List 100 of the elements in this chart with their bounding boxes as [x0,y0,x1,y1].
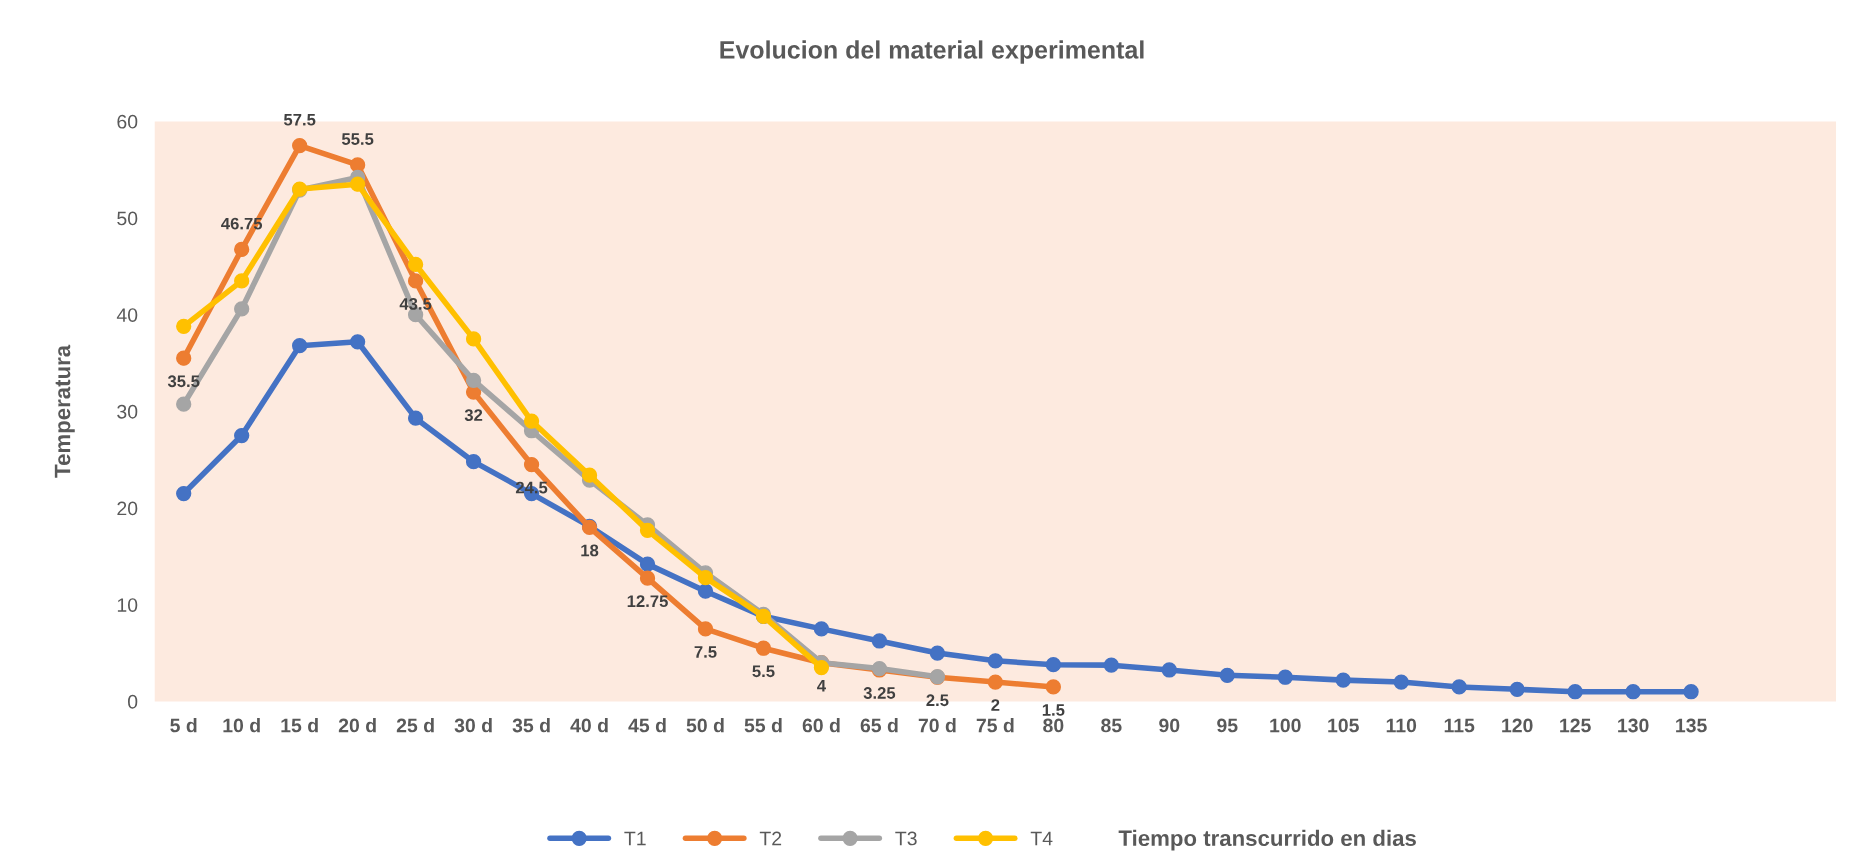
point [1103,657,1119,673]
x-tick-label: 55 d [744,718,782,733]
x-tick-label: 70 d [918,718,956,733]
x-tick-label: 95 [1217,718,1238,733]
data-label: 35.5 [167,375,200,388]
point [639,556,656,572]
x-tick-label: 105 [1328,718,1359,733]
point [234,273,250,289]
point [176,350,192,366]
point [987,653,1004,669]
data-label: 12.75 [627,595,668,608]
point [581,467,598,483]
point [1277,669,1293,685]
x-tick-label: 25 d [396,718,434,733]
point [349,334,366,350]
data-label: 1.5 [1042,704,1065,716]
chart-title: Evolucion del material experimental [720,40,1144,64]
x-tick-label: 80 [1043,718,1064,733]
data-label: 24.5 [515,481,548,494]
x-tick-label: 130 [1618,718,1649,733]
x-tick-label: 50 d [686,718,724,733]
x-tick-label: 40 d [570,718,608,733]
data-label: 3.25 [863,687,896,699]
point [697,621,714,637]
y-tick-label: 30 [117,404,138,419]
point [813,659,830,676]
point [1161,662,1177,678]
y-tick-label: 0 [127,694,138,709]
point [1335,672,1351,688]
y-tick-label: 50 [117,211,138,226]
y-tick-label: 20 [117,501,138,516]
data-label: 55.5 [341,133,374,145]
point [234,427,250,444]
data-label: 2 [991,699,1000,711]
legend-label: T1 [624,831,646,846]
x-tick-label: 75 d [976,718,1014,733]
data-label: 7.5 [694,646,717,658]
x-tick-label: 120 [1502,718,1533,733]
x-tick-label: 10 d [223,718,260,733]
point [176,318,192,334]
x-tick-label: 30 d [454,718,492,733]
point [349,176,366,192]
point [1045,657,1061,673]
point [1219,667,1235,683]
x-tick-label: 60 d [802,718,840,733]
point [929,645,946,661]
point [407,256,424,273]
point [697,570,714,586]
point [407,410,424,426]
point [523,413,540,429]
legend-label: T4 [1030,831,1053,846]
x-tick-label: 65 d [860,718,898,733]
x-tick-label: 15 d [281,718,318,733]
point [697,583,714,599]
data-label: 18 [581,544,599,557]
point [465,372,482,389]
x-tick-label: 100 [1270,718,1301,733]
point [1045,679,1061,695]
data-label: 2.5 [926,694,949,707]
point [176,485,192,502]
x-tick-label: 115 [1444,718,1475,733]
point [813,621,830,637]
x-tick-label: 85 [1101,718,1122,733]
y-tick-label: 10 [117,598,138,612]
point [407,273,424,289]
legend-label: T3 [895,831,917,846]
point [523,456,540,473]
x-tick-label: 125 [1560,718,1591,733]
x-tick-label: 20 d [338,718,376,733]
data-label: 4 [817,680,826,692]
x-tick-label: 90 [1159,718,1180,733]
point [465,454,482,470]
x-tick-label: 5 d [170,718,197,733]
y-tick-label: 60 [117,114,138,129]
point [1393,674,1409,690]
point [465,331,482,347]
point [1509,681,1525,697]
point [987,674,1004,690]
point [176,396,192,412]
point [639,570,656,586]
point [1451,679,1467,695]
x-tick-label: 135 [1676,718,1707,733]
data-label: 57.5 [283,113,316,126]
legend-label: T2 [759,831,782,846]
point [349,157,366,173]
point [639,522,656,538]
point [1625,684,1641,700]
point [292,137,308,154]
point [871,633,888,649]
y-axis-title: Temperatura [54,344,75,478]
point [234,241,250,258]
x-tick-label: 35 d [512,718,550,733]
x-tick-label: 110 [1386,718,1417,733]
point [755,640,772,656]
text: Tiempo transcurrido en dias [1118,829,1416,851]
point [1683,684,1699,700]
x-tick-label: 45 d [628,718,666,733]
point [1567,684,1583,700]
data-label: 5.5 [752,665,775,678]
point [292,338,308,354]
